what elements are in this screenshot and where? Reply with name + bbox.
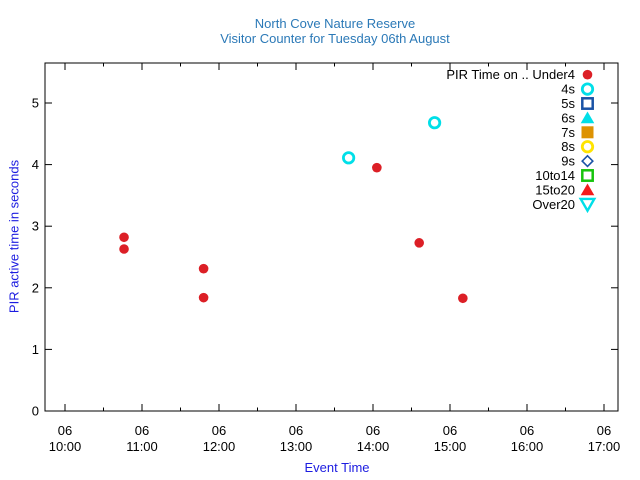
legend-label: 5s [561, 96, 575, 111]
x-tick-day-label: 06 [58, 423, 72, 438]
y-tick-label: 5 [32, 96, 39, 111]
circle-open-icon [580, 82, 595, 96]
diamond-open-icon [581, 154, 594, 168]
circle-filled-icon [198, 292, 209, 303]
x-tick-day-label: 06 [520, 423, 534, 438]
legend-label: PIR Time on .. Under4 [446, 67, 575, 82]
x-tick-day-label: 06 [597, 423, 611, 438]
triangle-down-open-icon [578, 197, 597, 214]
legend-label: 8s [561, 139, 575, 154]
x-tick-day-label: 06 [289, 423, 303, 438]
circle-open-icon [580, 140, 595, 154]
y-tick-label: 0 [32, 404, 39, 419]
x-tick-time-label: 14:00 [357, 439, 390, 454]
circle-open-icon [342, 151, 356, 165]
chart-title-line2: Visitor Counter for Tuesday 06th August [220, 31, 450, 46]
square-open-icon [581, 97, 594, 110]
x-tick-day-label: 06 [212, 423, 226, 438]
circle-filled-icon [414, 238, 425, 248]
x-tick-time-label: 13:00 [280, 439, 313, 454]
legend-label: 9s [561, 154, 575, 169]
x-tick-time-label: 12:00 [203, 439, 236, 454]
plot-border [44, 62, 619, 412]
legend-label: 6s [561, 110, 575, 125]
x-tick-time-label: 11:00 [126, 439, 158, 454]
legend-label: 10to14 [535, 168, 575, 183]
x-tick-time-label: 10:00 [49, 439, 82, 454]
legend-label: 7s [561, 125, 575, 140]
legend-label: 4s [561, 82, 575, 97]
x-tick-time-label: 15:00 [434, 439, 467, 454]
y-tick-label: 1 [32, 342, 39, 357]
circle-open-icon [427, 116, 442, 130]
y-tick-label: 3 [32, 219, 39, 234]
circle-filled-icon [119, 244, 129, 254]
triangle-up-filled-icon [580, 111, 595, 124]
x-tick-day-label: 06 [366, 423, 380, 438]
y-tick-label: 2 [32, 280, 39, 295]
triangle-up-filled-icon [580, 183, 595, 196]
x-tick-day-label: 06 [443, 423, 457, 438]
legend-label: 15to20 [535, 182, 575, 197]
circle-filled-icon [458, 293, 468, 304]
x-axis-label: Event Time [304, 460, 370, 475]
circle-filled-icon [582, 69, 593, 80]
circle-filled-icon [198, 263, 209, 274]
x-tick-day-label: 06 [135, 423, 149, 438]
legend-label: Over20 [532, 197, 575, 212]
y-tick-label: 4 [32, 157, 39, 172]
square-open-icon [581, 169, 594, 182]
x-tick-time-label: 16:00 [511, 439, 544, 454]
chart-title-line1: North Cove Nature Reserve [254, 16, 416, 31]
square-filled-icon [581, 126, 594, 139]
x-tick-time-label: 17:00 [588, 439, 621, 454]
circle-filled-icon [372, 162, 382, 173]
circle-filled-icon [119, 232, 129, 243]
